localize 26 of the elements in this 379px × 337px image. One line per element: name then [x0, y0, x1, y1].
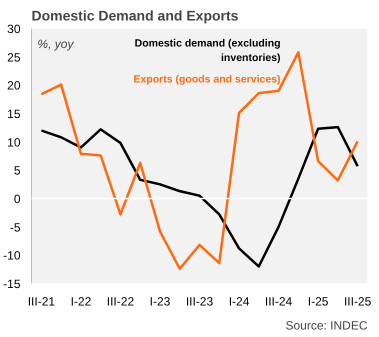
source-note: Source: INDEC: [285, 318, 368, 332]
x-tick-label: III-22: [106, 294, 134, 308]
x-tick-label: III-25: [344, 294, 372, 308]
chart-title: Domestic Demand and Exports: [32, 8, 239, 24]
y-tick-label: -10: [3, 248, 21, 263]
series-label: Exports (goods and services): [133, 73, 281, 86]
y-tick-label: 10: [7, 135, 21, 150]
x-tick-label: I-23: [150, 294, 171, 308]
x-tick-label: I-22: [70, 294, 92, 308]
y-tick-label: 15: [7, 107, 21, 121]
x-tick-label: I-25: [308, 294, 329, 308]
line-series: [40, 126, 359, 268]
y-tick-label: -15: [3, 277, 21, 291]
y-tick-label: 0: [14, 192, 21, 206]
y-tick-label: 25: [7, 50, 21, 64]
y-tick-label: 20: [7, 78, 21, 93]
y-tick-label: 30: [7, 22, 21, 36]
x-tick-label: I-24: [228, 294, 250, 308]
x-tick-label: III-24: [264, 294, 293, 308]
y-tick-label: 5: [14, 164, 21, 178]
text: Domestic demand (excluding inventories): [134, 38, 281, 64]
x-tick-label: III-21: [28, 294, 56, 308]
x-tick-label: III-23: [186, 294, 214, 308]
y-tick-label: -5: [10, 220, 21, 234]
y-axis-title: %, yoy: [37, 37, 74, 51]
line-series: [40, 51, 359, 270]
